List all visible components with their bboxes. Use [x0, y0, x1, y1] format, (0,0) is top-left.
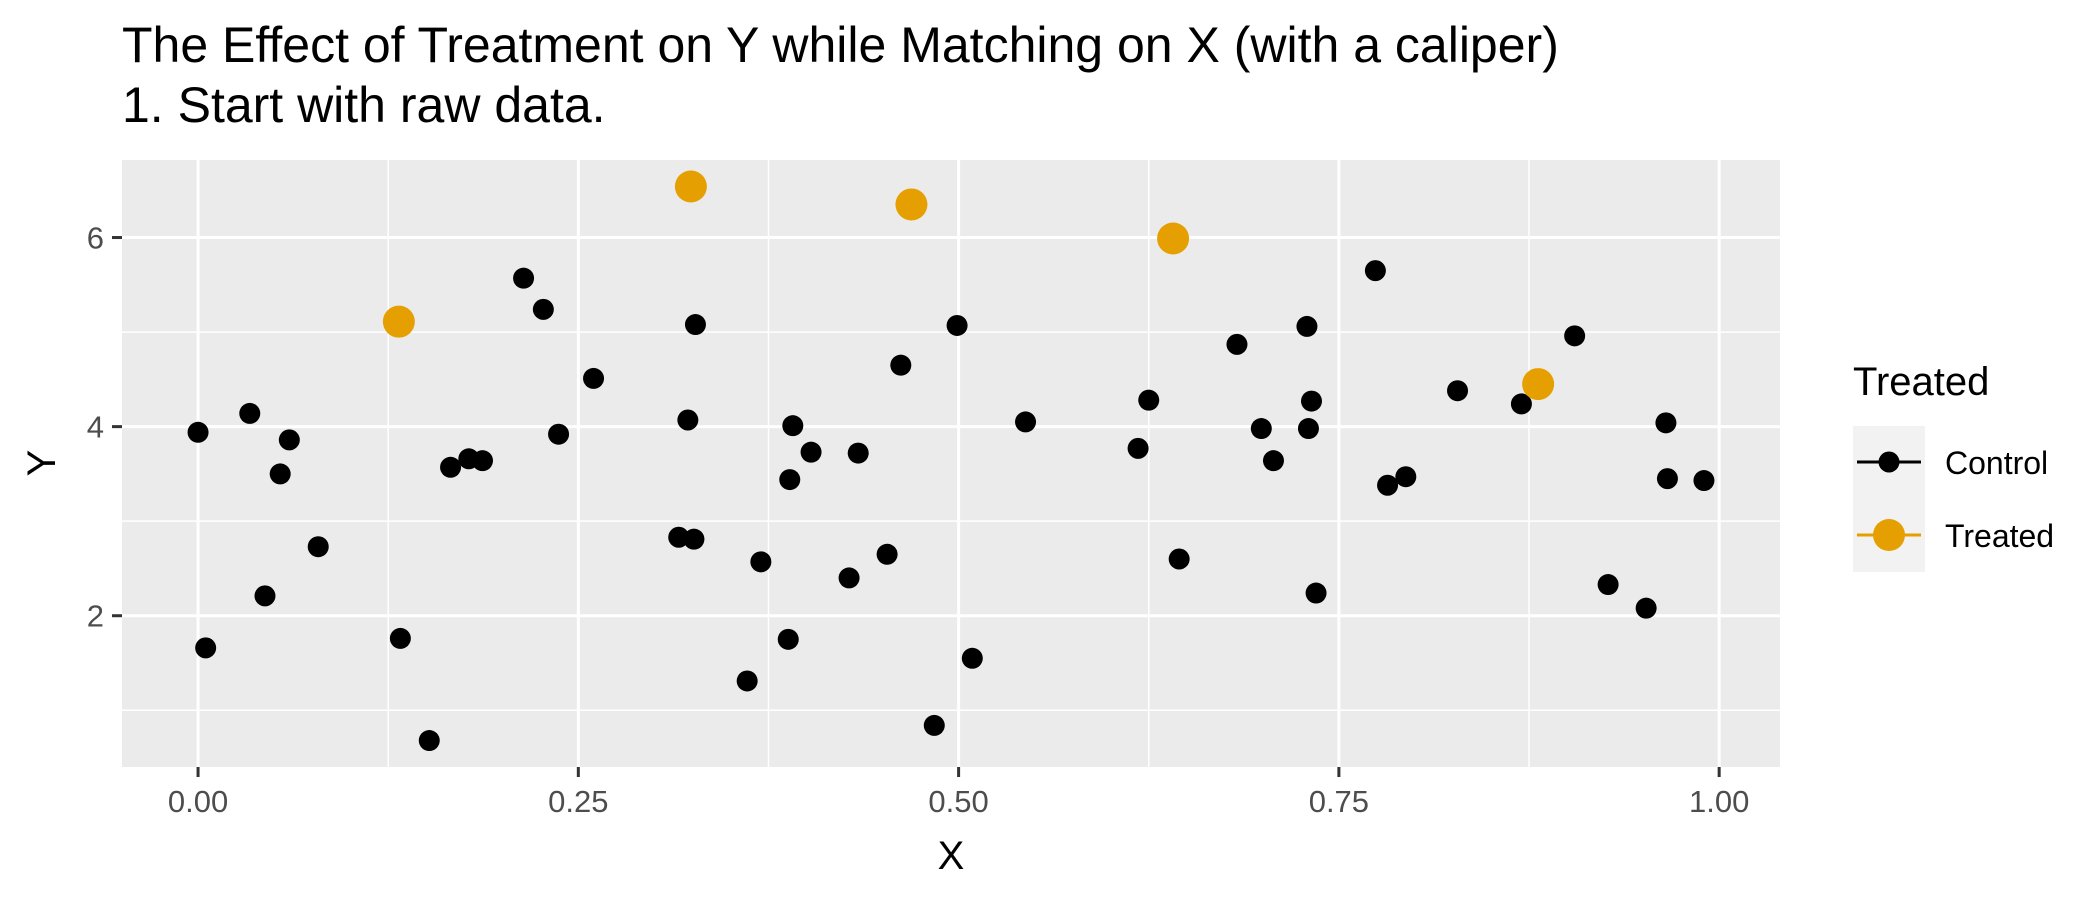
control-point	[946, 314, 968, 336]
control-point	[239, 402, 261, 424]
control-point	[1250, 418, 1272, 440]
control-point	[876, 543, 898, 565]
control-point	[777, 628, 799, 650]
x-tick-label: 0.00	[168, 784, 228, 819]
plot-panel	[122, 160, 1780, 767]
control-point	[1297, 418, 1319, 440]
control-point	[890, 354, 912, 376]
control-point	[532, 298, 554, 320]
legend-title: Treated	[1853, 360, 1989, 404]
control-point	[1656, 468, 1678, 490]
treated-point	[1157, 222, 1190, 255]
chart-subtitle: 1. Start with raw data.	[122, 77, 606, 133]
treated-point	[382, 305, 415, 338]
control-point	[923, 714, 945, 736]
control-point	[195, 637, 217, 659]
control-point	[1564, 325, 1586, 347]
control-point	[187, 421, 209, 443]
control-point	[548, 423, 570, 445]
control-point	[1138, 389, 1160, 411]
legend-key-control-dot	[1878, 451, 1900, 473]
control-point	[677, 409, 699, 431]
control-point	[847, 442, 869, 464]
control-point	[1693, 470, 1715, 492]
control-point	[779, 469, 801, 491]
control-point	[782, 415, 804, 437]
control-point	[668, 526, 690, 548]
control-point	[800, 441, 822, 463]
control-point	[1305, 582, 1327, 604]
control-point	[583, 367, 605, 389]
control-point	[1262, 450, 1284, 472]
y-axis-title: Y	[20, 450, 64, 477]
major-gridlines	[122, 160, 1780, 767]
control-point	[838, 567, 860, 589]
x-tick-label: 0.50	[928, 784, 988, 819]
control-point	[1597, 574, 1619, 596]
legend-label-control: Control	[1945, 445, 2048, 481]
control-point	[1377, 474, 1399, 496]
legend-key-treated-dot	[1873, 519, 1905, 551]
treated-point	[895, 188, 928, 221]
control-point	[750, 551, 772, 573]
x-tick-label: 0.25	[548, 784, 608, 819]
legend: Treated Control Treated	[1853, 360, 2054, 572]
control-point	[683, 528, 705, 550]
control-point	[1226, 333, 1248, 355]
y-axis: 2 4 6	[87, 221, 122, 634]
control-point	[736, 670, 758, 692]
x-tick-label: 1.00	[1689, 784, 1749, 819]
control-point	[1655, 412, 1677, 434]
chart-title: The Effect of Treatment on Y while Match…	[122, 17, 1559, 73]
control-point	[1635, 597, 1657, 619]
control-point	[1015, 411, 1037, 433]
control-point	[1296, 315, 1318, 337]
control-point	[1301, 390, 1323, 412]
control-point	[418, 730, 440, 752]
y-tick-label: 4	[87, 410, 104, 445]
treated-point	[1522, 368, 1555, 401]
control-point	[1127, 437, 1149, 459]
control-point	[1395, 466, 1417, 488]
control-point	[1364, 260, 1386, 282]
y-tick-label: 6	[87, 221, 104, 256]
control-point	[1168, 548, 1190, 570]
legend-label-treated: Treated	[1945, 518, 2054, 554]
legend-entry-control: Control	[1857, 445, 2048, 481]
x-axis: 0.00 0.25 0.50 0.75 1.00	[168, 767, 1749, 819]
control-point	[440, 456, 462, 478]
y-tick-label: 2	[87, 599, 104, 634]
control-point	[254, 585, 276, 607]
control-point	[278, 429, 300, 451]
x-tick-label: 0.75	[1309, 784, 1369, 819]
control-point	[1447, 380, 1469, 402]
control-points	[187, 260, 1715, 752]
treated-point	[674, 170, 707, 203]
control-point	[269, 463, 291, 485]
x-axis-title: X	[938, 834, 965, 878]
legend-entry-treated: Treated	[1857, 518, 2054, 554]
control-point	[513, 267, 535, 289]
control-point	[472, 450, 494, 472]
control-point	[684, 314, 706, 336]
control-point	[961, 647, 983, 669]
control-point	[389, 627, 411, 649]
control-point	[307, 536, 329, 558]
treated-points	[382, 170, 1555, 401]
control-point	[1510, 393, 1532, 415]
